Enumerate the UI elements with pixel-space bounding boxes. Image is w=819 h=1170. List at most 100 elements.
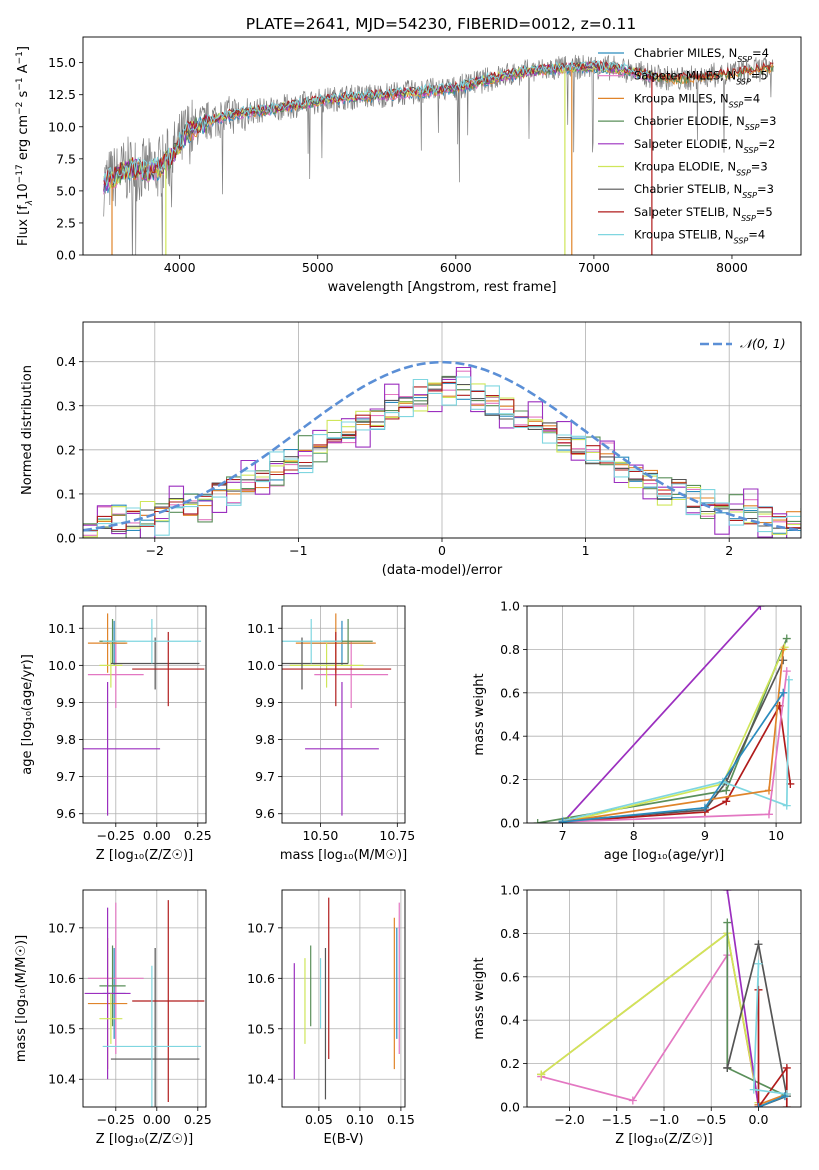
axes-frame [82, 321, 802, 539]
weight-marker [722, 786, 731, 795]
legend-label: Salpeter ELODIE, NSSP=2 [634, 137, 775, 155]
y-tick-label: 1.0 [500, 883, 520, 898]
x-tick-label: 8 [630, 828, 638, 843]
legend-label: Chabrier ELODIE, NSSP=3 [634, 114, 776, 132]
panel-age-Z: −0.25 0.00 0.25 9.6 9.7 9.8 9.9 10.0 10.1 Z [log₁… [20, 605, 212, 863]
x-tick-label: 10.50 [303, 828, 339, 843]
y-tick-label: 9.9 [255, 695, 275, 710]
x-tick-label: 7 [559, 828, 567, 843]
legend-label-eq: =4 [743, 91, 760, 105]
legend-label: Chabrier MILES, NSSP=4 [634, 46, 769, 64]
legend-label: Salpeter MILES, NSSP=5 [634, 69, 768, 87]
y-tick-label: 9.8 [255, 732, 275, 747]
weight-line [757, 989, 788, 1107]
x-tick-label: 7000 [578, 260, 610, 275]
panel-spectrum: 4000 5000 6000 7000 8000 0.0 2.5 5.0 7.5 10.0 12.5… [15, 36, 802, 295]
y-axis-label-part: −2 [15, 102, 25, 115]
y-axis-label-part: erg cm [16, 115, 31, 164]
legend-label-main: Salpeter STELIB, N [634, 205, 741, 219]
y-tick-label: 0.6 [500, 969, 520, 984]
plot-area [282, 613, 392, 816]
legend-label-eq: =3 [751, 160, 768, 174]
weight-marker [754, 1103, 763, 1107]
weight-marker [723, 890, 732, 894]
y-tick-label: 10.6 [247, 971, 275, 986]
panel-residuals: −2 −1 0 1 2 0.0 0.1 0.2 0.3 0.4 (data-model)/error… [20, 321, 802, 578]
legend-label-sub: SSP [741, 213, 756, 222]
y-tick-label: 10.0 [48, 119, 76, 134]
legend-label-main: Kroupa MILES, N [634, 91, 729, 105]
y-tick-label: 0.3 [56, 398, 76, 413]
y-axis-label: mass [log₁₀(M/M☉)] [14, 935, 29, 1062]
weight-marker [754, 985, 763, 994]
plot-area [103, 54, 774, 255]
legend: Chabrier MILES, NSSP=4 Salpeter MILES, NS… [598, 46, 776, 245]
y-axis-label-part: ] [16, 46, 31, 51]
y-tick-label: 10.5 [247, 1021, 275, 1036]
y-axis-label-part: A [16, 64, 31, 77]
y-tick-label: 0.2 [500, 772, 520, 787]
x-axis-label: (data-model)/error [382, 563, 503, 578]
x-axis-label: Z [log₁₀(Z/Z☉)] [96, 1132, 193, 1147]
y-tick-label: 5.0 [56, 183, 76, 198]
y-tick-label: 0.2 [500, 1056, 520, 1071]
legend-label: Kroupa MILES, NSSP=4 [634, 91, 760, 109]
legend-label-eq: =5 [756, 205, 773, 219]
weight-marker [782, 634, 791, 643]
histogram-step [83, 376, 801, 532]
legend-label-main: Chabrier ELODIE, N [634, 114, 745, 128]
x-tick-label: 5000 [302, 260, 334, 275]
axes-frame [526, 889, 802, 1108]
x-tick-label: 0 [438, 543, 446, 558]
weight-marker [779, 688, 788, 697]
x-tick-label: 0.0 [749, 1112, 769, 1127]
legend-label-sub: SSP [742, 191, 757, 200]
x-tick-label: 0.15 [387, 1112, 415, 1127]
y-tick-label: 10.1 [48, 621, 76, 636]
x-tick-label: −1 [289, 543, 307, 558]
y-tick-label: 10.0 [247, 658, 275, 673]
histogram-step [83, 381, 801, 531]
weight-marker [782, 801, 791, 810]
legend-label-eq: =2 [758, 137, 775, 151]
gaussian-curve [83, 360, 801, 532]
panel-weight-Z: −2.0 −1.5 −1.0 −0.5 0.0 0.0 0.2 0.4 0.6 0.8 1.0 Z [… [472, 883, 802, 1147]
legend-label-main: Kroupa ELODIE, N [634, 160, 736, 174]
data-spectrum-line [103, 54, 774, 255]
weight-marker [754, 959, 763, 968]
legend-label-eq: =5 [751, 69, 768, 83]
weight-marker [723, 918, 732, 927]
x-tick-label: 8000 [716, 260, 748, 275]
x-tick-label: 0.00 [143, 1112, 171, 1127]
x-axis-label: age [log₁₀(age/yr)] [604, 848, 725, 863]
legend-label-sub: SSP [737, 55, 752, 64]
y-tick-label: 0.8 [500, 642, 520, 657]
x-tick-label: 10 [768, 828, 784, 843]
weight-marker [700, 803, 709, 812]
axes-frame [526, 605, 802, 824]
x-tick-label: 9 [701, 828, 709, 843]
y-tick-label: 2.5 [56, 215, 76, 230]
plot-area [83, 613, 205, 816]
x-tick-label: 0.25 [184, 828, 212, 843]
weight-marker [558, 817, 567, 823]
legend-label-eq: =4 [752, 46, 769, 60]
y-tick-label: 10.5 [48, 1021, 76, 1036]
y-tick-label: 0.8 [500, 926, 520, 941]
y-tick-label: 0.4 [500, 1013, 520, 1028]
y-tick-label: 10.7 [247, 920, 275, 935]
y-axis-label-part: −1 [15, 51, 25, 64]
weight-marker [749, 1085, 758, 1094]
y-axis-label: Flux [fλ10−17 erg cm−2 s−1 A−1] [15, 46, 35, 246]
y-tick-label: 0.4 [56, 354, 76, 369]
weight-marker [779, 645, 788, 654]
y-axis-label: mass weight [472, 673, 487, 755]
legend-label: Kroupa STELIB, NSSP=4 [634, 228, 765, 246]
x-tick-label: 4000 [164, 260, 196, 275]
axes-frame [82, 36, 802, 256]
legend-label-main: Chabrier STELIB, N [634, 182, 742, 196]
model-spectrum-line [103, 59, 774, 186]
y-tick-label: 9.6 [56, 806, 76, 821]
y-tick-label: 15.0 [48, 55, 76, 70]
y-tick-label: 10.1 [247, 621, 275, 636]
